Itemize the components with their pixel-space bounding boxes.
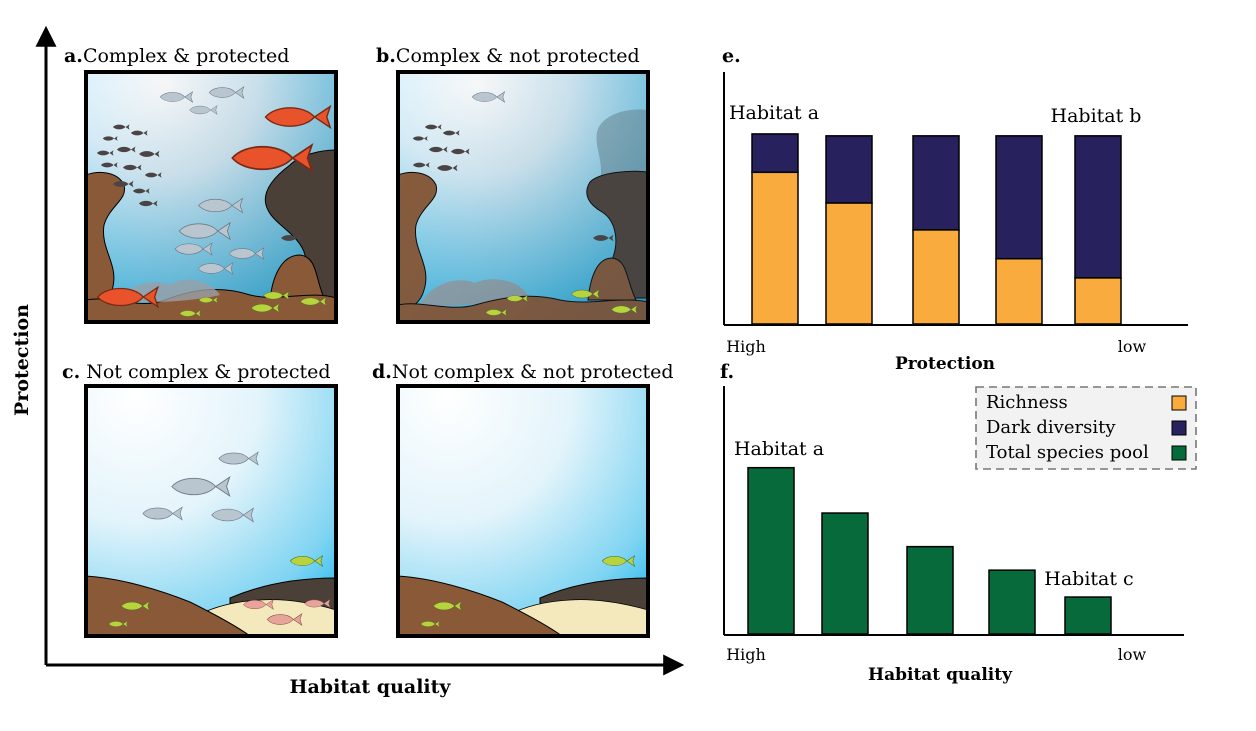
panel-c-title-text: Not complex & protected (80, 361, 330, 383)
chart-e-annotation-habitat-a: Habitat a (729, 102, 819, 124)
panel-c-frame (84, 384, 338, 638)
chart-f-annotation-habitat-c: Habitat c (1044, 568, 1133, 590)
panel-b: b.Complex & not protected (376, 45, 650, 324)
chart-f-bar-total-species-pool-1 (747, 466, 795, 635)
x-axis-label: Habitat quality (290, 676, 452, 698)
chart-f-bar-total-species-pool-4 (988, 569, 1036, 635)
legend-label-total-species-pool: Total species pool (986, 442, 1149, 463)
panel-b-murk (398, 72, 648, 322)
chart-e-bar-dark-diversity-5 (1074, 135, 1122, 279)
chart-f-tick-left: High (726, 645, 766, 664)
chart-e-letter: e. (722, 45, 741, 67)
chart-e-tick-right: low (1118, 337, 1147, 356)
panel-a-title-text: Complex & protected (83, 45, 289, 67)
chart-e-bar-richness-3 (912, 229, 960, 325)
legend: Richness Dark diversity Total species po… (975, 386, 1197, 470)
panel-a: a.Complex & protected (64, 45, 338, 324)
panel-b-frame (396, 70, 650, 324)
panel-d: d.Not complex & not protected (372, 361, 674, 638)
panel-a-title: a.Complex & protected (64, 45, 289, 67)
chart-e-bar-richness-2 (825, 202, 873, 325)
panel-c-brown-rock (85, 575, 252, 637)
chart-f-bars (747, 466, 1112, 635)
panel-d-title: d.Not complex & not protected (372, 361, 674, 383)
chart-e-bar-richness-4 (995, 257, 1043, 325)
legend-swatch-richness (1171, 395, 1187, 411)
chart-f-tick-right: low (1118, 645, 1147, 664)
panel-a-frame (84, 70, 338, 324)
legend-swatch-dark-diversity (1171, 420, 1187, 436)
chart-f: f. Habitat a Habitat c High low Habitat … (720, 361, 1197, 685)
panel-b-title: b.Complex & not protected (376, 45, 640, 67)
chart-e-bar-richness-5 (1074, 277, 1122, 325)
panel-a-rock-mid (269, 254, 326, 301)
panel-c-letter: c. (62, 361, 80, 383)
panel-a-letter: a. (64, 45, 83, 67)
chart-e-bar-dark-diversity-1 (751, 133, 799, 174)
chart-f-bar-total-species-pool-2 (821, 512, 869, 635)
panel-b-letter: b. (376, 45, 396, 67)
chart-f-bar-total-species-pool-3 (906, 545, 954, 635)
panel-b-title-text: Complex & not protected (396, 45, 640, 67)
chart-e-tick-left: High (726, 337, 766, 356)
chart-e-bars (751, 133, 1122, 325)
main-axes: Protection Habitat quality (11, 25, 685, 698)
legend-label-richness: Richness (986, 392, 1068, 413)
chart-f-letter: f. (720, 361, 734, 383)
chart-e-xlabel: Protection (895, 354, 995, 374)
panel-d-frame (396, 384, 650, 638)
chart-e: e. Habitat a Habitat b High low Protecti… (722, 45, 1188, 374)
legend-swatch-total-species-pool (1171, 445, 1187, 461)
chart-e-bar-dark-diversity-2 (825, 135, 873, 204)
panel-d-letter: d. (372, 361, 392, 383)
chart-e-annotation-habitat-b: Habitat b (1051, 105, 1142, 127)
chart-e-bar-dark-diversity-4 (995, 135, 1043, 260)
panel-d-brown-rock (397, 575, 564, 637)
legend-box (975, 386, 1197, 470)
y-axis-label: Protection (11, 304, 33, 416)
panel-c: c. Not complex & protected (62, 361, 338, 638)
chart-f-bar-total-species-pool-5 (1064, 596, 1112, 635)
legend-label-dark-diversity: Dark diversity (986, 417, 1116, 438)
chart-e-bar-dark-diversity-3 (912, 135, 960, 231)
chart-f-annotation-habitat-a: Habitat a (734, 438, 824, 460)
panel-d-title-text: Not complex & not protected (392, 361, 674, 383)
chart-e-bar-richness-1 (751, 171, 799, 325)
chart-f-xlabel: Habitat quality (868, 665, 1013, 685)
panel-c-title: c. Not complex & protected (62, 361, 331, 383)
